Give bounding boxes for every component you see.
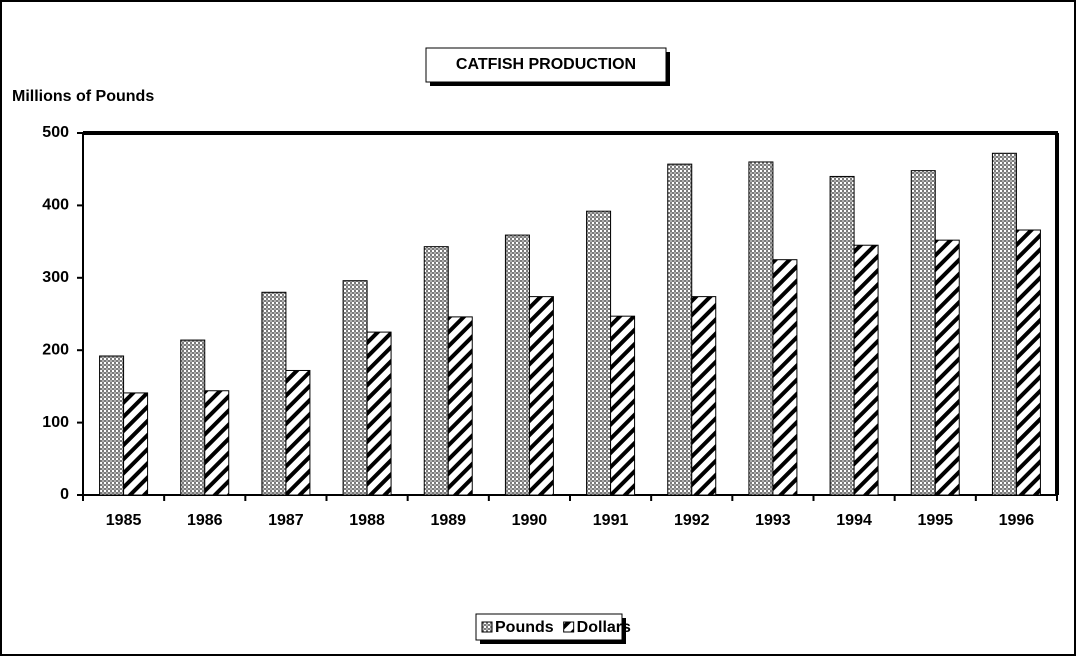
bar: [123, 392, 149, 496]
bar: [991, 152, 1017, 496]
bar: [748, 161, 774, 496]
x-tick-label: 1996: [999, 512, 1035, 529]
x-tick-label: 1985: [106, 512, 142, 529]
bar: [691, 296, 717, 496]
x-tick-label: 1987: [268, 512, 304, 529]
bar: [667, 163, 693, 496]
y-tick-label: 400: [42, 197, 69, 214]
bar: [528, 296, 554, 496]
plot-area: [82, 132, 1058, 496]
x-tick-label: 1992: [674, 512, 710, 529]
x-tick-label: 1986: [187, 512, 223, 529]
bar: [829, 175, 855, 496]
bar: [204, 390, 230, 496]
x-tick-label: 1995: [917, 512, 953, 529]
legend-swatch: [481, 621, 493, 633]
bar: [934, 239, 960, 496]
bar: [261, 291, 287, 496]
x-tick-label: 1993: [755, 512, 791, 529]
bar: [1015, 229, 1041, 496]
y-axis-label: Millions of Pounds: [12, 88, 154, 105]
legend-box: [475, 613, 623, 641]
y-tick-label: 0: [60, 486, 69, 503]
x-tick-label: 1988: [349, 512, 385, 529]
bar: [180, 339, 206, 496]
y-tick-label: 100: [42, 414, 69, 431]
legend-label: Pounds: [495, 619, 554, 636]
bar: [447, 316, 473, 496]
y-tick-label: 300: [42, 269, 69, 286]
bar: [423, 246, 449, 496]
bar: [853, 244, 879, 496]
legend-label: Dollars: [577, 619, 631, 636]
x-tick-label: 1994: [836, 512, 872, 529]
legend-swatch: [563, 621, 575, 633]
x-tick-label: 1989: [430, 512, 466, 529]
x-tick-label: 1990: [512, 512, 548, 529]
title-box: [425, 47, 667, 83]
chart-title: CATFISH PRODUCTION: [456, 56, 636, 73]
bar: [342, 280, 368, 496]
x-tick-label: 1991: [593, 512, 629, 529]
bar: [772, 259, 798, 496]
bar: [910, 170, 936, 496]
bar: [366, 331, 392, 496]
bar: [586, 210, 612, 496]
bar: [285, 369, 311, 496]
y-tick-label: 200: [42, 341, 69, 358]
y-tick-label: 500: [42, 124, 69, 141]
bar: [610, 315, 636, 496]
bar: [99, 355, 125, 496]
bar: [504, 234, 530, 496]
